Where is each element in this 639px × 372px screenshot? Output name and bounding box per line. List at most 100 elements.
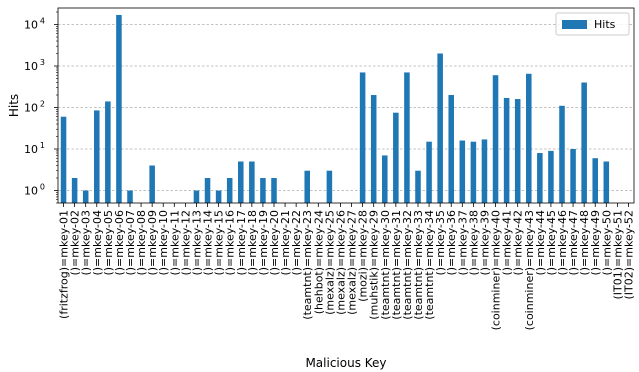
bar <box>304 170 310 203</box>
bar <box>592 158 598 203</box>
bar <box>503 97 510 203</box>
bar <box>492 75 499 203</box>
x-tick-label: ()=mkey-44 <box>534 210 547 276</box>
x-tick-label: ()=mkey-07 <box>124 210 137 276</box>
x-tick-label: (mexalz)=mkey-25 <box>323 210 336 315</box>
x-tick-label: ()=mkey-20 <box>268 210 281 276</box>
x-tick-label: ()=mkey-16 <box>224 210 237 276</box>
bar <box>548 150 554 203</box>
x-tick-label: ()=mkey-46 <box>556 210 569 276</box>
bar <box>526 73 532 204</box>
y-tick-exponent: 1 <box>40 141 45 150</box>
x-tick-label: ()=mkey-11 <box>168 210 181 276</box>
bar <box>94 110 100 203</box>
x-tick-label: ()=mkey-36 <box>445 210 458 276</box>
bar <box>459 140 466 203</box>
x-axis-ticks: (fritzfrog)=mkey-01()=mkey-02()=mkey-03(… <box>58 203 635 330</box>
bar <box>215 190 222 203</box>
y-tick-exponent: 3 <box>40 58 45 67</box>
bar <box>470 141 477 203</box>
y-tick-label: 10 <box>24 60 38 73</box>
y-tick-exponent: 2 <box>40 100 45 109</box>
x-tick-label: ()=mkey-04 <box>91 210 104 276</box>
bar <box>603 161 610 203</box>
bar <box>238 161 244 203</box>
bar <box>537 153 543 203</box>
bar <box>260 178 266 203</box>
bar <box>82 190 89 203</box>
x-tick-label: (coinminer)=mkey-40 <box>490 210 503 330</box>
y-tick-exponent: 4 <box>40 17 45 26</box>
bar <box>481 139 488 203</box>
x-tick-label: ()=mkey-14 <box>202 210 215 276</box>
x-tick-label: ()=mkey-19 <box>257 210 270 276</box>
x-tick-label: ()=mkey-35 <box>434 210 447 276</box>
bar <box>271 178 277 203</box>
x-tick-label: ()=mkey-39 <box>478 210 491 276</box>
x-tick-label: ()=mkey-48 <box>578 210 591 276</box>
bar <box>326 170 333 203</box>
x-tick-label: ()=mkey-38 <box>467 210 480 276</box>
legend: Hits <box>555 12 630 36</box>
x-tick-label: ()=mkey-13 <box>190 210 203 276</box>
x-tick-label: ()=mkey-41 <box>501 210 514 276</box>
x-tick-label: ()=mkey-45 <box>545 210 558 276</box>
x-tick-label: (fritzfrog)=mkey-01 <box>58 210 71 319</box>
y-tick-label: 10 <box>24 185 38 198</box>
x-tick-label: ()=mkey-18 <box>246 210 259 276</box>
x-tick-label: ()=mkey-10 <box>157 210 170 276</box>
x-tick-label: (teamtnt)=mkey-23 <box>301 210 314 320</box>
bar <box>382 155 388 203</box>
x-tick-label: (mozi)=mkey-28 <box>357 210 370 302</box>
x-tick-label: ()=mkey-02 <box>69 210 82 276</box>
legend-box <box>555 12 630 36</box>
x-axis-title: Malicious Key <box>305 356 386 370</box>
x-tick-label: ()=mkey-37 <box>456 210 469 276</box>
x-tick-label: ()=mkey-22 <box>290 210 303 276</box>
x-tick-label: ()=mkey-50 <box>600 210 613 276</box>
x-tick-label: (teamtnt)=mkey-34 <box>423 210 436 320</box>
x-tick-label: ()=mkey-42 <box>512 210 525 276</box>
x-tick-label: (mexalz)=mkey-26 <box>334 210 347 315</box>
bar <box>204 178 211 203</box>
x-tick-label: (coinminer)=mkey-43 <box>523 210 536 330</box>
x-tick-label: (teamtnt)=mkey-31 <box>390 210 403 320</box>
bar <box>448 95 454 203</box>
bar <box>249 161 255 203</box>
y-tick-label: 10 <box>24 19 38 32</box>
x-tick-label: (IT02)=mkey-52 <box>622 210 635 300</box>
bars <box>60 14 610 204</box>
grid-lines <box>58 24 634 191</box>
x-tick-label: (hehbot)=mkey-24 <box>312 210 325 314</box>
bar <box>149 165 155 203</box>
bar <box>426 141 432 203</box>
bar <box>415 170 421 203</box>
bar <box>359 72 366 203</box>
x-tick-label: ()=mkey-03 <box>80 210 93 276</box>
bar <box>116 14 122 203</box>
x-tick-label: (teamtnt)=mkey-33 <box>412 210 425 320</box>
y-tick-label: 10 <box>24 143 38 156</box>
legend-swatch <box>562 20 587 29</box>
bar <box>193 190 200 203</box>
x-tick-label: ()=mkey-47 <box>567 210 580 276</box>
bar <box>437 53 443 203</box>
bar <box>393 112 399 203</box>
x-tick-label: (muhstik)=mkey-29 <box>368 210 381 320</box>
x-tick-label: ()=mkey-05 <box>102 210 115 276</box>
bar <box>226 178 233 203</box>
legend-label-hits: Hits <box>594 18 616 31</box>
x-tick-label: ()=mkey-17 <box>235 210 248 276</box>
x-tick-label: ()=mkey-08 <box>135 210 148 276</box>
bar <box>370 95 377 203</box>
bar <box>570 149 576 203</box>
bar <box>581 82 587 203</box>
bar <box>514 99 521 203</box>
x-tick-label: (teamtnt)=mkey-32 <box>401 210 414 320</box>
x-tick-label: (teamtnt)=mkey-30 <box>379 210 392 320</box>
bar <box>60 116 67 203</box>
x-tick-label: ()=mkey-49 <box>589 210 602 276</box>
x-tick-label: (mexalz)=mkey-27 <box>346 210 359 315</box>
